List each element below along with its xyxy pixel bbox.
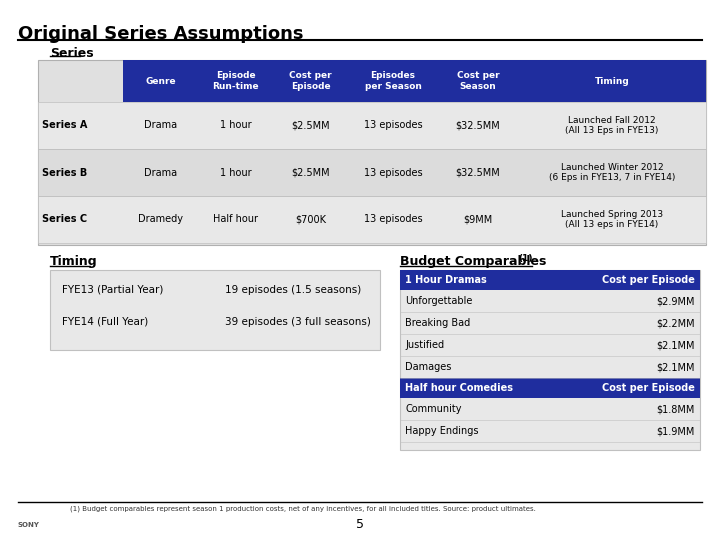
Text: $1.8MM: $1.8MM [657,404,695,414]
Text: $2.5MM: $2.5MM [291,167,330,178]
FancyBboxPatch shape [38,196,706,243]
Text: $32.5MM: $32.5MM [456,167,500,178]
Text: $32.5MM: $32.5MM [456,120,500,131]
Text: Cost per Episode: Cost per Episode [602,275,695,285]
Text: Damages: Damages [405,362,451,372]
Text: Half hour Comedies: Half hour Comedies [405,383,513,393]
Text: (1): (1) [518,254,533,263]
FancyBboxPatch shape [38,149,706,196]
Text: $1.9MM: $1.9MM [657,426,695,436]
Text: Drama: Drama [144,167,177,178]
Text: Drama: Drama [144,120,177,131]
FancyBboxPatch shape [400,270,700,450]
FancyBboxPatch shape [38,102,706,149]
Text: Series: Series [50,47,94,60]
Text: Unforgettable: Unforgettable [405,296,472,306]
Text: $2.5MM: $2.5MM [291,120,330,131]
Text: Series B: Series B [42,167,87,178]
Text: Timing: Timing [50,255,98,268]
Text: Cost per
Season: Cost per Season [456,71,499,91]
Text: 1 hour: 1 hour [220,167,251,178]
Text: FYE13 (Partial Year): FYE13 (Partial Year) [62,285,163,295]
Text: Timing: Timing [595,77,629,85]
Text: Cost per
Episode: Cost per Episode [289,71,332,91]
Text: 13 episodes: 13 episodes [364,214,423,225]
Text: Episodes
per Season: Episodes per Season [364,71,421,91]
Text: (1) Budget comparables represent season 1 production costs, net of any incentive: (1) Budget comparables represent season … [70,505,536,511]
Text: Original Series Assumptions: Original Series Assumptions [18,25,304,43]
Text: 39 episodes (3 full seasons): 39 episodes (3 full seasons) [225,317,371,327]
Text: Series C: Series C [42,214,87,225]
Text: $9MM: $9MM [464,214,492,225]
Text: Breaking Bad: Breaking Bad [405,318,470,328]
Text: Launched Spring 2013
(All 13 eps in FYE14): Launched Spring 2013 (All 13 eps in FYE1… [561,210,663,229]
Text: 19 episodes (1.5 seasons): 19 episodes (1.5 seasons) [225,285,361,295]
Text: $2.1MM: $2.1MM [657,340,695,350]
Text: Dramedy: Dramedy [138,214,183,225]
FancyBboxPatch shape [400,270,700,290]
Text: Genre: Genre [145,77,176,85]
Text: 1 Hour Dramas: 1 Hour Dramas [405,275,487,285]
Text: 5: 5 [356,518,364,531]
Text: Budget Comparables: Budget Comparables [400,255,546,268]
Text: FYE14 (Full Year): FYE14 (Full Year) [62,317,148,327]
Text: $2.9MM: $2.9MM [657,296,695,306]
FancyBboxPatch shape [400,378,700,398]
Text: $700K: $700K [295,214,326,225]
Text: $2.2MM: $2.2MM [657,318,695,328]
Text: Launched Winter 2012
(6 Eps in FYE13, 7 in FYE14): Launched Winter 2012 (6 Eps in FYE13, 7 … [549,163,675,182]
Text: Community: Community [405,404,462,414]
Text: 13 episodes: 13 episodes [364,167,423,178]
Text: SONY: SONY [18,522,40,528]
FancyBboxPatch shape [50,270,380,350]
Text: 13 episodes: 13 episodes [364,120,423,131]
Text: Justified: Justified [405,340,444,350]
Text: Series A: Series A [42,120,87,131]
Text: 1 hour: 1 hour [220,120,251,131]
Text: $2.1MM: $2.1MM [657,362,695,372]
Text: Launched Fall 2012
(All 13 Eps in FYE13): Launched Fall 2012 (All 13 Eps in FYE13) [565,116,659,135]
Text: Happy Endings: Happy Endings [405,426,479,436]
FancyBboxPatch shape [38,60,706,245]
Text: Cost per Episode: Cost per Episode [602,383,695,393]
FancyBboxPatch shape [123,60,706,102]
Text: Half hour: Half hour [213,214,258,225]
Text: Episode
Run-time: Episode Run-time [212,71,258,91]
